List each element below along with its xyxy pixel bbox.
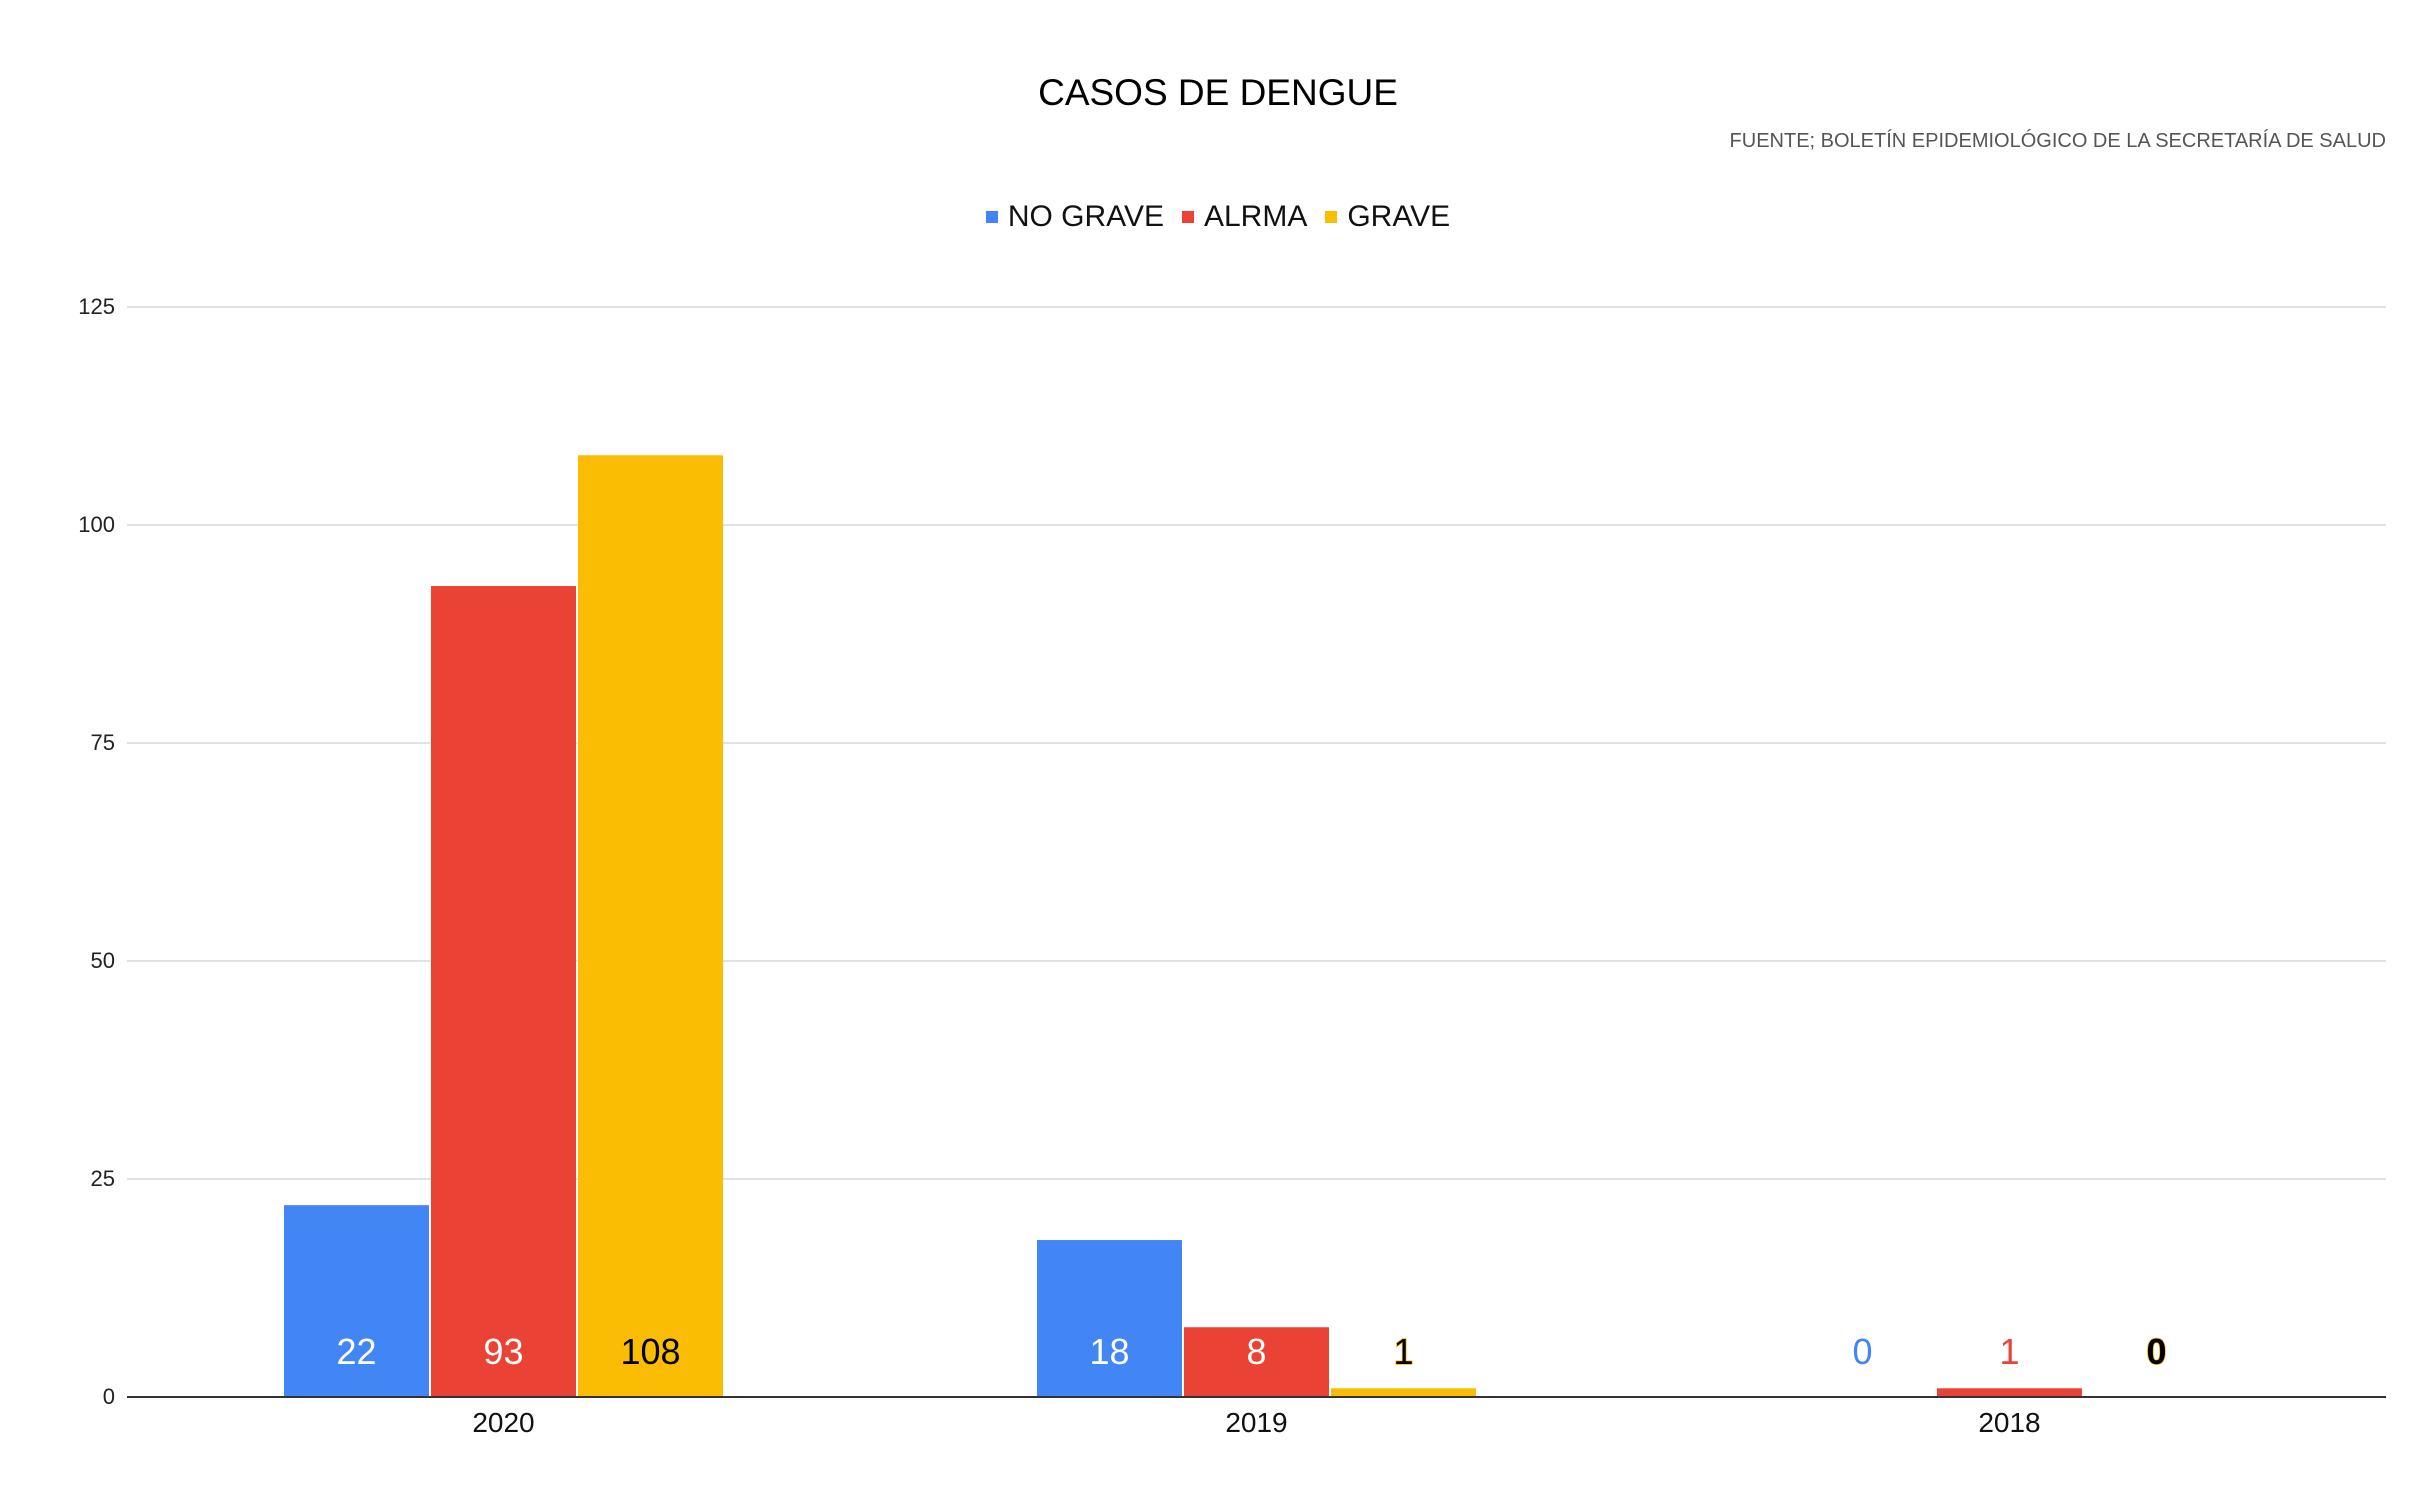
legend-swatch-alrma [1181,211,1194,223]
bar[interactable] [1331,1388,1476,1397]
legend-label-no-grave: NO GRAVE [1007,200,1164,233]
x-tick-label: 2018 [1978,1407,2040,1438]
bar[interactable] [431,586,576,1397]
data-label: 0 [2146,1331,2166,1372]
x-tick-label: 2019 [1225,1407,1287,1438]
y-tick-label: 75 [91,730,115,755]
legend-swatch-grave [1325,211,1338,223]
legend-label-alrma: ALRMA [1203,200,1308,233]
y-tick-label: 100 [78,512,115,537]
bar[interactable] [1037,1240,1182,1397]
bar[interactable] [1184,1327,1329,1397]
bar[interactable] [284,1205,429,1397]
data-label: 22 [336,1331,376,1372]
chart-title: CASOS DE DENGUE [1038,72,1398,113]
data-label: 1 [1999,1331,2019,1372]
legend: NO GRAVE ALRMA GRAVE [0,200,2436,234]
bar[interactable] [1937,1388,2082,1397]
data-label: 1 [1393,1331,1413,1372]
y-tick-label: 50 [91,948,115,973]
legend-item-alrma[interactable]: ALRMA [1181,200,1308,234]
y-tick-label: 25 [91,1166,115,1191]
x-tick-label: 2020 [472,1407,534,1438]
data-label: 8 [1246,1331,1266,1372]
data-label: 0 [1852,1331,1872,1372]
bar[interactable] [578,455,723,1397]
legend-item-no-grave[interactable]: NO GRAVE [985,200,1164,234]
data-label: 108 [620,1331,680,1372]
data-label: 18 [1089,1331,1129,1372]
y-tick-label: 0 [103,1384,115,1409]
data-label: 93 [483,1331,523,1372]
chart-subtitle: FUENTE; BOLETÍN EPIDEMIOLÓGICO DE LA SEC… [1729,130,2386,152]
y-tick-label: 125 [78,294,115,319]
legend-swatch-no-grave [985,211,998,223]
legend-label-grave: GRAVE [1347,200,1451,233]
legend-item-grave[interactable]: GRAVE [1325,200,1450,234]
